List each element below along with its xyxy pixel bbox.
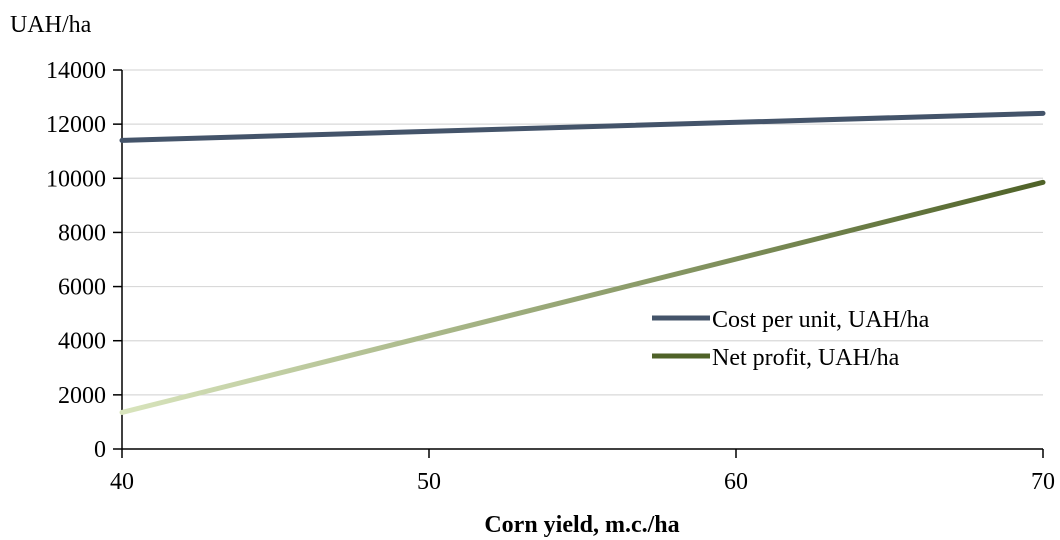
y-tick-label: 2000 xyxy=(58,383,106,409)
legend: Cost per unit, UAH/ha Net profit, UAH/ha xyxy=(652,307,930,371)
legend-label: Net profit, UAH/ha xyxy=(712,345,900,371)
legend-label: Cost per unit, UAH/ha xyxy=(712,307,930,333)
axes xyxy=(121,70,1043,450)
y-tick-label: 0 xyxy=(94,437,106,463)
x-tick-label: 50 xyxy=(417,469,441,495)
data-point xyxy=(1042,112,1044,114)
data-point xyxy=(121,411,123,413)
data-point xyxy=(121,139,123,141)
y-tick-label: 10000 xyxy=(46,166,106,192)
series-line-cost-per-unit xyxy=(119,110,1046,143)
y-tick-label: 12000 xyxy=(46,112,106,138)
series-line-net-profit xyxy=(119,179,1046,415)
y-axis-label: UAH/ha xyxy=(10,12,92,38)
data-point xyxy=(1042,181,1044,183)
x-tick-label: 60 xyxy=(724,469,748,495)
x-tick-label: 40 xyxy=(110,469,134,495)
gridlines xyxy=(122,69,1043,396)
y-tick-label: 4000 xyxy=(58,329,106,355)
y-tick-label: 8000 xyxy=(58,220,106,246)
ticks: 0 2000 4000 6000 8000 10000 12000 14000 40 50 60 70 xyxy=(46,58,1055,495)
x-tick-label: 70 xyxy=(1031,469,1055,495)
y-tick-label: 14000 xyxy=(46,58,106,84)
y-tick-label: 6000 xyxy=(58,275,106,301)
series xyxy=(119,110,1046,415)
x-axis-label: Corn yield, m.c./ha xyxy=(484,512,679,538)
